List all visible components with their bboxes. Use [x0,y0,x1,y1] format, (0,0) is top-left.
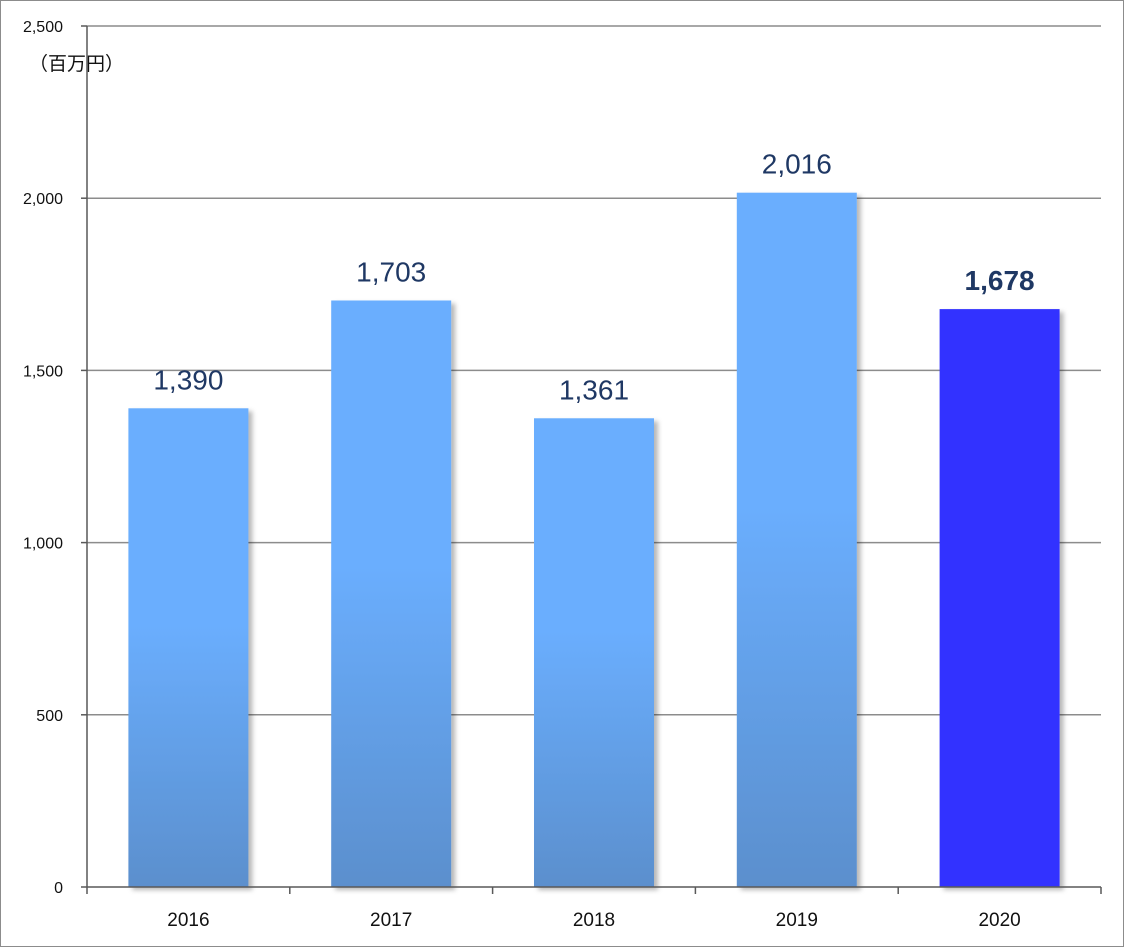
data-label-2017: 1,703 [356,256,426,287]
bar-2018 [534,418,654,887]
axes [81,25,1102,894]
x-tick-label-2020: 2020 [978,910,1020,931]
bars [128,192,1060,888]
y-tick-label: 1,000 [23,536,63,553]
y-tick-label: 2,000 [23,191,63,208]
x-tick-label-2019: 2019 [776,910,818,931]
x-tick-label-2017: 2017 [370,910,412,931]
x-tick-label-2018: 2018 [573,910,615,931]
bar-2016 [128,408,249,887]
unit-label: （百万円） [29,54,125,75]
data-label-2018: 1,361 [559,374,629,405]
bar-2020 [939,309,1060,887]
x-tick-label-2016: 2016 [167,910,209,931]
y-tick-label: 1,500 [23,363,63,380]
data-label-2020: 1,678 [965,265,1035,296]
bar-2019 [736,192,857,888]
data-label-2019: 2,016 [762,149,832,180]
data-label-2016: 1,390 [153,364,223,395]
labels: 0 500 1,000 1,500 2,000 2,500 1,390 2016 1,703 20… [23,19,1035,931]
y-tick-label: 2,500 [23,19,63,36]
y-tick-label: 0 [54,880,63,897]
y-tick-label: 500 [36,708,63,725]
bar-2017 [331,300,452,887]
